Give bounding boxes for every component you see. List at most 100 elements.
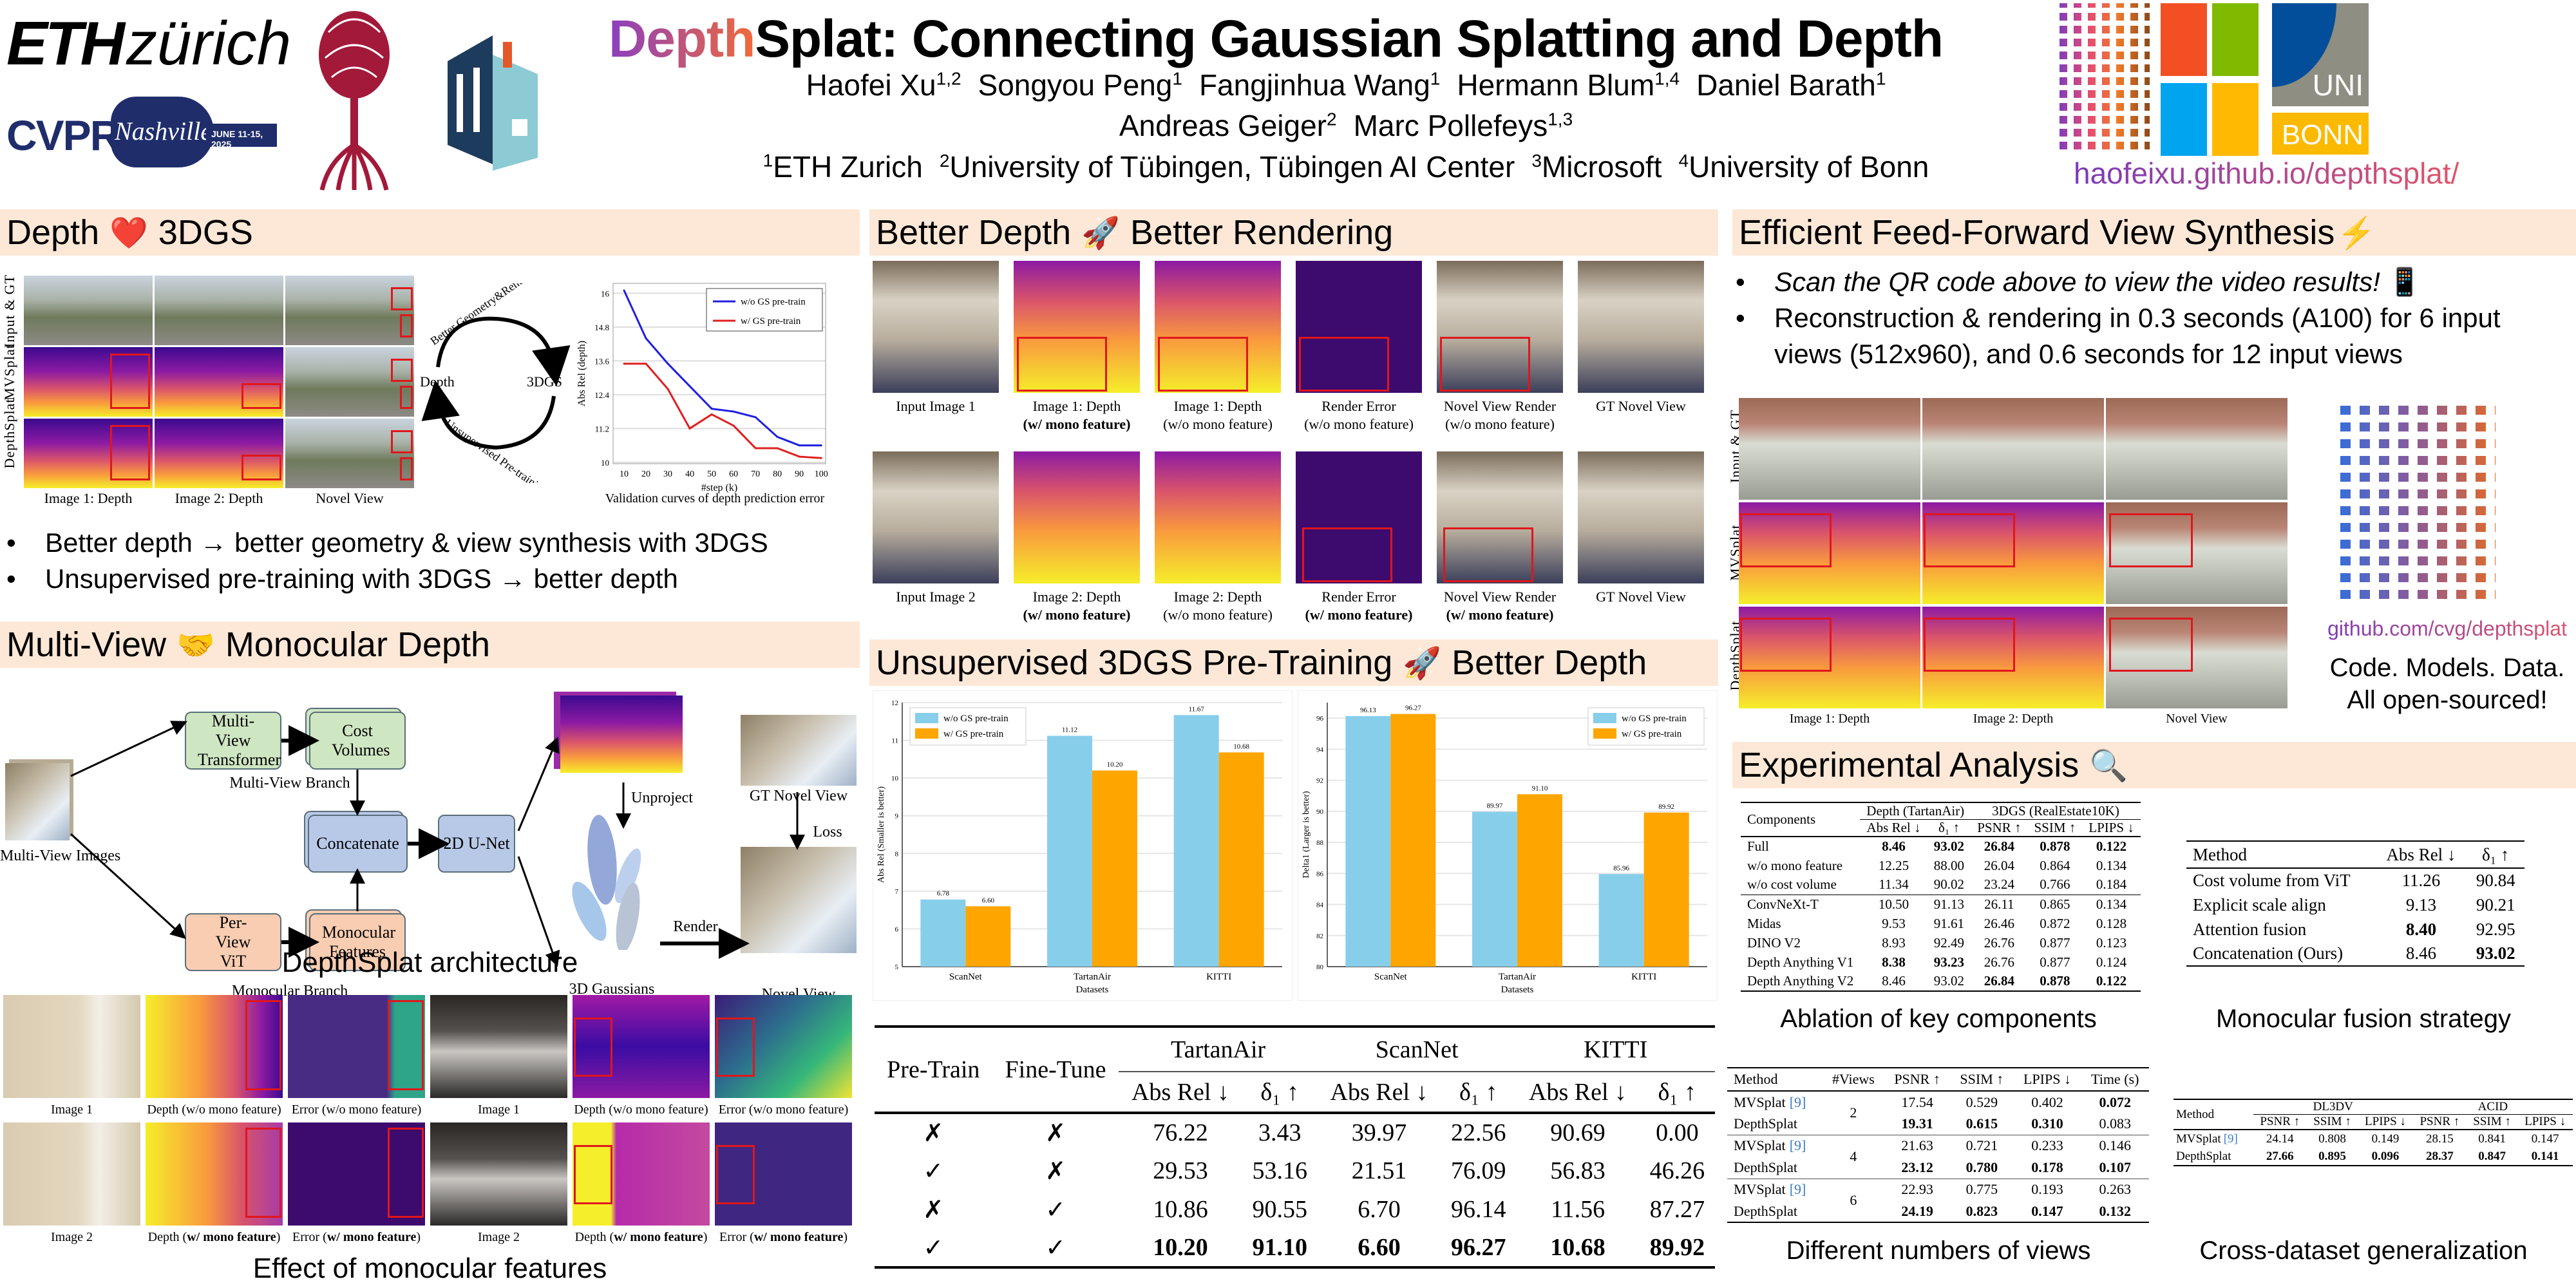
table-cell: 0.877 [2040,954,2070,970]
table-row: w/o cost volume 11.34 90.02 23.24 0.766 0.184 [1741,875,2141,895]
rocket-icon: 🚀 [1081,216,1120,251]
method-name: DepthSplat [1727,1113,1823,1135]
rendering-caption: Input Image 1 [866,397,1005,415]
table-row: ✓ ✓ 10.20 91.10 6.60 96.27 10.68 89.92 [875,1229,1715,1267]
author-name: Andreas Geiger [1119,109,1327,142]
author-affil-sup: 1 [1172,68,1182,89]
highlight-box [1017,337,1107,392]
table-cell: 56.83 [1550,1157,1605,1184]
data-point [645,337,647,339]
table-cell: 87.27 [1649,1196,1705,1223]
bar-value-label: 89.92 [1658,803,1674,811]
bath-image-2 [3,1122,140,1226]
table-cell: 0.823 [1965,1202,1998,1219]
y-tick-label: 11.2 [595,424,609,433]
street-depthsplat-novel [2106,607,2287,708]
rendering-caption: Render Error (w/ mono feature) [1289,588,1428,624]
metric-header: PSNR ↑ [1977,820,2022,835]
citation-link[interactable]: [9] [1789,1094,1806,1110]
table-cell: 0.878 [2040,973,2070,989]
table-cell: 10.68 [1550,1234,1605,1261]
architecture-diagram: Multi-View Images Multi-View Transformer… [0,676,863,1003]
metric-absrel: Abs Rel ↓ [1131,1078,1229,1106]
table-cell: 0.00 [1656,1119,1699,1146]
github-qr-code[interactable] [2331,401,2496,607]
pretrain-mark: ✓ [923,1157,944,1185]
y-tick-label: 14.8 [594,323,609,332]
bar-value-label: 11.67 [1188,705,1204,713]
rendering-caption: GT Novel View [1571,588,1710,606]
col-scannet: ScanNet [1317,1027,1517,1072]
data-point [667,388,669,390]
table-cell: 92.95 [2476,919,2515,939]
col-label-image2-depth: Image 2: Depth [175,490,263,506]
mvsplat-novel-view [285,347,414,417]
method-name: Attention fusion [2193,919,2307,939]
col-method: Method [1734,1071,1778,1087]
legend-label: w/ GS pre-train [741,316,801,327]
table-row: Midas 9.53 91.61 26.46 0.872 0.128 [1741,914,2141,933]
bullet-item: Better depth → better geometry & view sy… [0,525,860,561]
finetune-mark: ✓ [1045,1234,1066,1262]
rendering-row2-image-0 [873,451,999,583]
caption-line2: (w/o mono feature) [1304,416,1414,432]
github-url[interactable]: github.com/cvg/depthsplat [2318,617,2576,641]
table-cell: 0.124 [2096,954,2127,970]
street-mvsplat-depth-1 [1739,502,1920,604]
col-lpips: LPIPS ↓ [2023,1071,2071,1087]
gaussians-icon [572,815,641,950]
table-cell: 0.808 [2318,1132,2346,1146]
component-name: Depth Anything V2 [1747,973,1854,989]
table-cell: 96.14 [1451,1196,1506,1223]
table-cell: 0.529 [1965,1094,1998,1110]
section-header-multiview-mono: Multi-View 🤝 Monocular Depth [0,621,860,668]
component-name: w/o mono feature [1747,857,1843,873]
mono-effect-label: Image 2 [478,1230,520,1244]
table-cell: 0.841 [2478,1132,2506,1146]
project-url[interactable]: haofeixu.github.io/depthsplat/ [2074,156,2459,190]
x-tick-label: 70 [751,469,760,479]
table-row: ConvNeXt-T 10.50 91.13 26.11 0.865 0.134 [1741,895,2141,914]
authors-line1: Haofei Xu1,2 Songyou Peng1 Fangjinhua Wang… [683,68,2009,102]
table-cell: 22.56 [1451,1119,1506,1146]
y-axis-label: Delta1 (Larger is better) [1302,791,1311,878]
col-label-image2-depth: Image 2: Depth [1973,712,2054,726]
table-cell: 27.66 [2266,1149,2294,1163]
cost-volumes-box: Cost Volumes [309,712,406,770]
concatenate-box: Concatenate [308,815,408,873]
project-qr-code[interactable] [2053,3,2150,155]
table-cell: 90.84 [2476,871,2515,890]
legend-label: w/o GS pre-train [943,714,1009,724]
author-affil-sup: 2 [1327,109,1337,129]
table-cell: 0.780 [1965,1159,1998,1175]
caption-line2: (w/ mono feature) [1305,607,1413,623]
data-point [820,457,822,459]
data-point [710,413,713,415]
bar-value-label: 6.60 [982,896,995,904]
citation-link[interactable]: [9] [1789,1137,1806,1154]
table-cell: 91.13 [1933,896,1965,912]
citation-link[interactable]: [9] [1789,1181,1806,1198]
section-header-depth-3dgs: Depth ❤️ 3DGS [0,209,860,256]
table-cell: 8.46 [1882,973,1906,989]
bar [1092,770,1137,967]
table-cell: 22.93 [1901,1181,1933,1198]
metric-header: PSNR ↑ [2260,1115,2300,1128]
table-cell: 93.02 [2476,943,2515,963]
group-depth: Depth (TartanAir) [1860,802,1971,820]
table-cell: 89.92 [1649,1234,1705,1261]
method-label: MVSplat [1734,1137,1786,1154]
views-count: 2 [1850,1104,1857,1121]
citation-link[interactable]: [9] [2223,1132,2238,1146]
data-point [688,385,691,388]
table-cell: 0.775 [1965,1181,1998,1198]
caption-line1: Novel View Render [1443,589,1557,605]
y-tick-label: 12.4 [594,390,609,400]
legend-label: w/o GS pre-train [1622,714,1687,724]
data-point [754,416,757,419]
author-name: Fangjinhua Wang [1198,68,1430,102]
affiliation-number: 4 [1678,150,1689,171]
highlight-box [1440,337,1530,392]
section-title-left: Better Depth [876,213,1072,252]
method-label: DepthSplat [1734,1115,1797,1132]
